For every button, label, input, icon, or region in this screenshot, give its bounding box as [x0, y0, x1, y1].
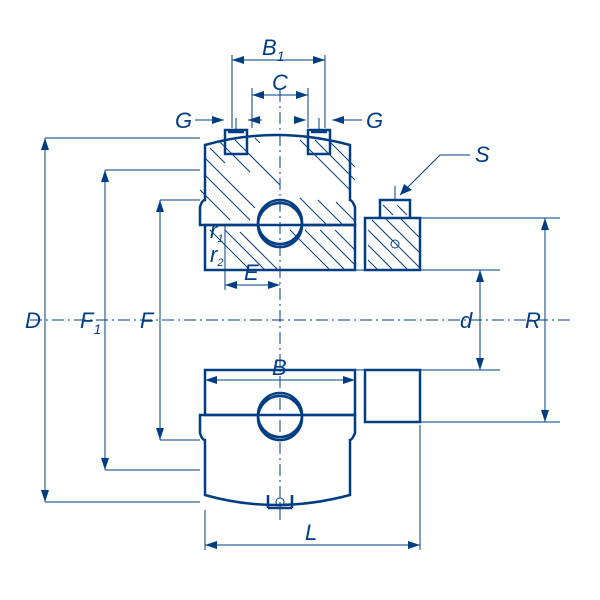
dim-G-left: G	[175, 108, 262, 133]
label-F: F	[140, 308, 155, 333]
bearing-diagram: D F1 F B L d	[0, 0, 600, 600]
label-L: L	[305, 520, 317, 545]
dim-S: S	[400, 142, 490, 195]
label-G-right: G	[366, 108, 383, 133]
svg-text:r1: r1	[210, 218, 223, 245]
label-d: d	[460, 308, 473, 333]
label-R: R	[525, 308, 541, 333]
label-E: E	[244, 260, 259, 285]
label-C: C	[272, 70, 288, 95]
dim-L: L	[205, 425, 420, 550]
svg-text:B1: B1	[262, 35, 284, 64]
upper-section	[200, 118, 420, 270]
svg-text:F1: F1	[80, 308, 101, 337]
svg-text:r2: r2	[210, 242, 223, 269]
dim-r1: r1	[210, 218, 223, 245]
label-G-left: G	[175, 108, 192, 133]
dim-r2: r2	[210, 242, 223, 269]
dim-R: R	[420, 218, 560, 422]
label-D: D	[25, 308, 41, 333]
label-B1: B	[262, 35, 277, 60]
label-S: S	[475, 142, 490, 167]
label-B: B	[272, 355, 287, 380]
